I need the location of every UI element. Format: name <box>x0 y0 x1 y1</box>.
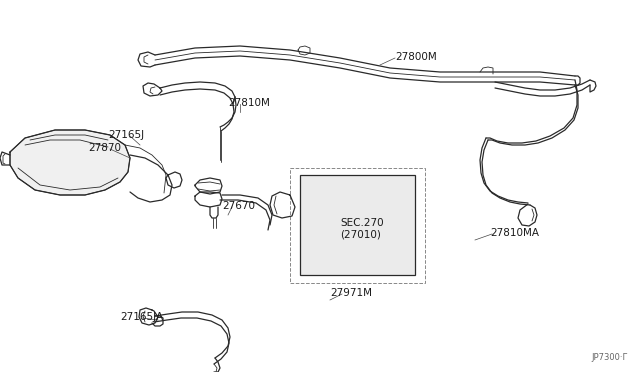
Text: 27971M: 27971M <box>330 288 372 298</box>
Text: SEC.270: SEC.270 <box>340 218 383 228</box>
Text: 27870: 27870 <box>88 143 121 153</box>
Text: JP7300·Γ: JP7300·Γ <box>592 353 628 362</box>
Text: 27165J: 27165J <box>108 130 144 140</box>
Text: 27800M: 27800M <box>395 52 436 62</box>
Text: (27010): (27010) <box>340 229 381 239</box>
Bar <box>300 175 415 275</box>
Text: 27810MA: 27810MA <box>490 228 539 238</box>
Text: 27165JA: 27165JA <box>120 312 163 322</box>
Text: 27670: 27670 <box>222 201 255 211</box>
Polygon shape <box>10 130 130 195</box>
Bar <box>290 168 425 283</box>
Text: 27810M: 27810M <box>228 98 270 108</box>
